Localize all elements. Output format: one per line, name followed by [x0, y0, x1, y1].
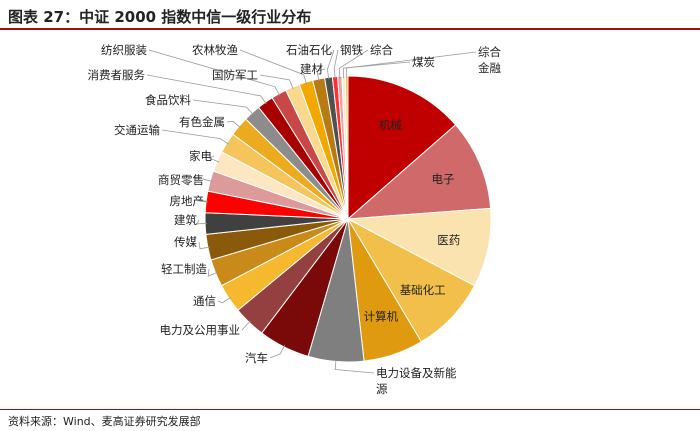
slice-label: 计算机 [364, 310, 399, 324]
slice-label: 机械 [379, 118, 402, 132]
slice-label: 传媒 [174, 235, 197, 249]
leader-line [202, 178, 213, 182]
slice-label: 纺织服装 [101, 43, 147, 57]
slice-label: 汽车 [245, 351, 268, 365]
pie-slice [347, 75, 457, 221]
leader-line [226, 120, 241, 129]
slice-label: 钢铁 [340, 43, 363, 57]
pie-slice [346, 124, 492, 220]
leader-lines [146, 49, 477, 374]
leader-line [338, 49, 369, 79]
slice-label: 煤炭 [412, 55, 435, 69]
source-rule [0, 409, 700, 410]
leader-line [217, 296, 231, 304]
leader-line [241, 320, 251, 331]
leader-line [269, 344, 286, 359]
leader-line [342, 61, 411, 79]
leader-line [333, 49, 339, 79]
slice-label: 商贸零售 [158, 173, 204, 187]
slice-label: 有色金属 [179, 115, 225, 129]
leader-line [346, 51, 477, 79]
leader-line [198, 200, 209, 203]
slice-label: 轻工制造 [161, 262, 207, 276]
slice-label: 电子 [432, 172, 455, 186]
figure-label: 图表 27： [8, 8, 80, 26]
slice-label: 电力及公用事业 [160, 323, 241, 337]
slice-label: 消费者服务 [88, 68, 146, 82]
leader-line [259, 74, 294, 90]
slice-label: 综合金融 [478, 45, 501, 75]
leader-line [208, 155, 220, 163]
leader-line [146, 74, 267, 105]
slice-label: 交通运输 [114, 123, 160, 137]
leader-line [326, 49, 335, 80]
leader-line [161, 129, 229, 145]
leader-line [316, 68, 326, 82]
leader-line [239, 49, 307, 85]
pie-slice [346, 207, 492, 287]
slice-label: 房地产 [170, 194, 205, 208]
slice-label: 石油石化 [286, 43, 332, 57]
title-rule [0, 28, 700, 30]
slice-label: 建材 [300, 62, 323, 76]
source-note: 资料来源：Wind、麦高证券研究发展部 [8, 415, 201, 428]
leader-line [334, 359, 375, 374]
leader-line [207, 268, 218, 277]
slice-label: 电力设备及新能源 [376, 366, 457, 396]
slice-label: 食品饮料 [145, 93, 191, 107]
slice-label: 医药 [437, 233, 460, 247]
slice-label: 家电 [189, 149, 212, 163]
chart-title: 图表 27：中证 2000 指数中信一级行业分布 [8, 6, 311, 27]
slice-label: 农林牧渔 [192, 43, 238, 57]
leader-line [198, 241, 210, 250]
slice-label: 基础化工 [400, 283, 446, 297]
leader-line [196, 219, 208, 225]
slice-label: 通信 [193, 294, 216, 308]
slice-label: 建筑 [174, 213, 197, 227]
leader-line [192, 99, 254, 115]
leader-line [148, 49, 281, 96]
slice-label: 国防军工 [212, 68, 258, 82]
pie-slices [204, 75, 492, 363]
figure-title: 中证 2000 指数中信一级行业分布 [79, 8, 312, 26]
slice-label: 综合 [370, 43, 393, 57]
